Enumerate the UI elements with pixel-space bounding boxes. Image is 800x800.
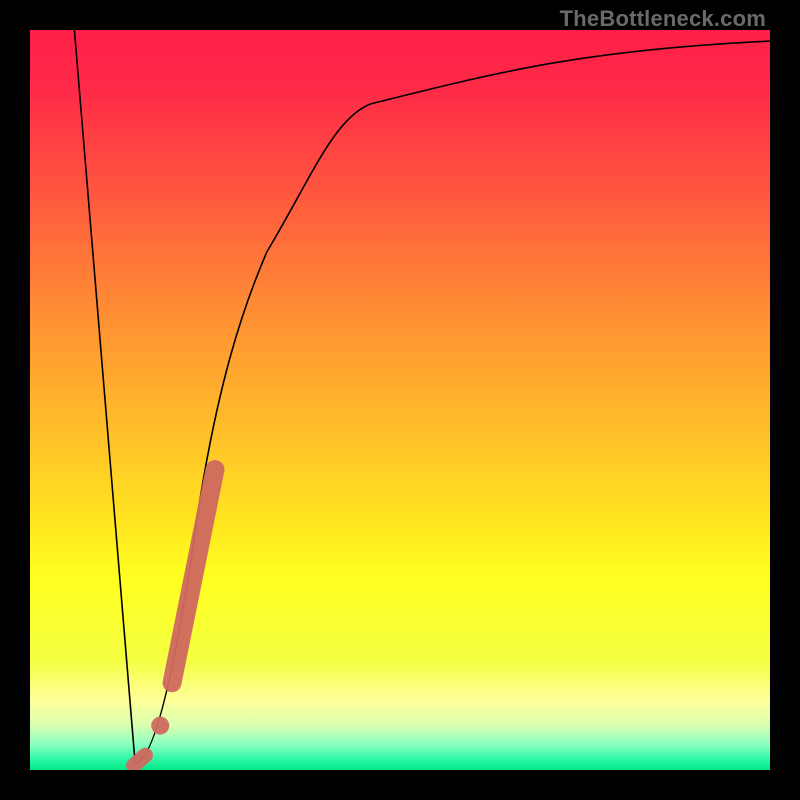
curve-layer [30, 30, 770, 770]
highlight-marker [134, 470, 215, 766]
plot-area [30, 30, 770, 770]
chart-frame: TheBottleneck.com [0, 0, 800, 800]
watermark-text: TheBottleneck.com [560, 6, 766, 32]
